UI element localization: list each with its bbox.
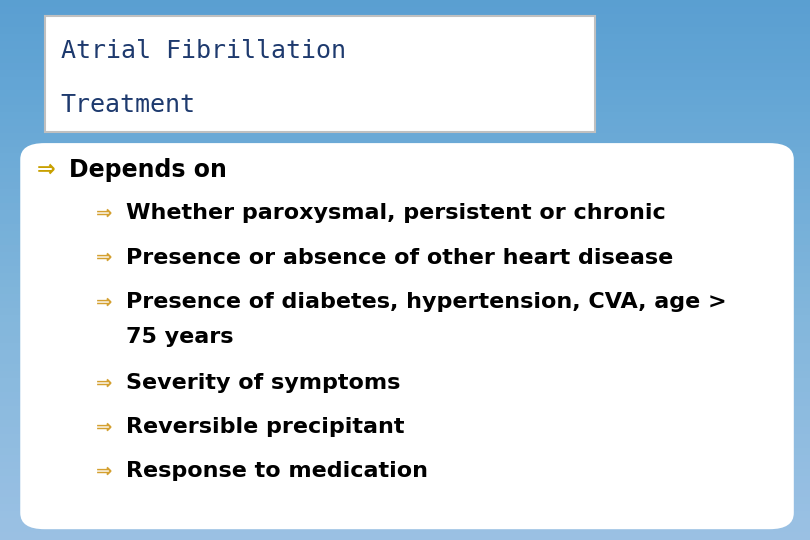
Text: Atrial Fibrillation: Atrial Fibrillation [61, 39, 346, 63]
Text: ⇒: ⇒ [96, 248, 112, 267]
Text: ⇒: ⇒ [96, 462, 112, 481]
Text: Whether paroxysmal, persistent or chronic: Whether paroxysmal, persistent or chroni… [126, 203, 665, 224]
Text: Treatment: Treatment [61, 93, 196, 117]
Text: ⇒: ⇒ [96, 373, 112, 393]
Text: Response to medication: Response to medication [126, 461, 428, 482]
Text: Presence or absence of other heart disease: Presence or absence of other heart disea… [126, 247, 673, 268]
Text: Presence of diabetes, hypertension, CVA, age >: Presence of diabetes, hypertension, CVA,… [126, 292, 727, 312]
Text: ⇒: ⇒ [36, 160, 55, 180]
Text: ⇒: ⇒ [96, 417, 112, 437]
Text: Severity of symptoms: Severity of symptoms [126, 373, 400, 393]
FancyBboxPatch shape [45, 16, 595, 132]
FancyBboxPatch shape [20, 143, 794, 529]
Text: Reversible precipitant: Reversible precipitant [126, 417, 404, 437]
Text: ⇒: ⇒ [96, 292, 112, 312]
Text: ⇒: ⇒ [96, 204, 112, 223]
Text: Depends on: Depends on [69, 158, 227, 182]
Text: 75 years: 75 years [126, 327, 233, 347]
